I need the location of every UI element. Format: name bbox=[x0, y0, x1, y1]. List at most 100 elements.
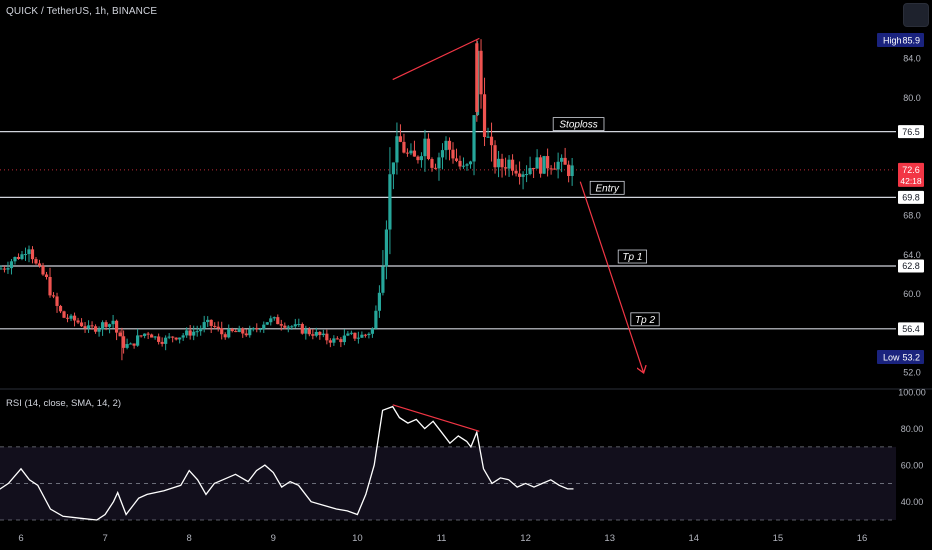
price-tick-label: 68.0 bbox=[903, 211, 921, 221]
level-price-tag bbox=[898, 190, 924, 204]
candle-body bbox=[458, 160, 462, 167]
level-label[interactable]: Tp 1 bbox=[622, 252, 642, 263]
high-low-label: Low bbox=[883, 352, 900, 362]
candle-body bbox=[122, 336, 126, 348]
candle-body bbox=[286, 326, 290, 328]
candle-body bbox=[321, 333, 325, 336]
rsi-tick-label: 40.00 bbox=[901, 497, 924, 507]
level-price-tag bbox=[898, 259, 924, 273]
candle-body bbox=[255, 328, 259, 330]
candle-body bbox=[62, 311, 66, 318]
candle-body bbox=[93, 326, 98, 332]
candle-body bbox=[118, 332, 122, 337]
candle-body bbox=[160, 341, 164, 344]
candle-body bbox=[178, 337, 182, 340]
rsi-title: RSI (14, close, SMA, 14, 2) bbox=[6, 398, 122, 409]
candle-body bbox=[272, 317, 276, 319]
candle-body bbox=[325, 333, 329, 341]
candle-body bbox=[251, 328, 255, 330]
candle-body bbox=[2, 268, 7, 270]
candle-body bbox=[549, 168, 553, 170]
time-axis: 6 7 8 9 10 11 12 13 14 15 16 bbox=[18, 533, 867, 544]
candle-body bbox=[560, 157, 564, 162]
candle-body bbox=[199, 328, 203, 332]
price-tick-label: 80.0 bbox=[903, 93, 921, 103]
candle-body bbox=[174, 337, 178, 340]
candle-body bbox=[76, 320, 80, 323]
candle-body bbox=[164, 337, 168, 344]
target-arrow[interactable] bbox=[579, 181, 643, 372]
candle-body bbox=[556, 161, 560, 170]
time-tick-label: 11 bbox=[437, 533, 447, 544]
level-price-tag-text: 76.5 bbox=[902, 127, 920, 137]
candle-body bbox=[72, 315, 77, 321]
candle-body bbox=[244, 333, 248, 336]
candle-body bbox=[16, 256, 21, 259]
level-price-tag bbox=[898, 322, 924, 336]
level-label[interactable]: Stoploss bbox=[559, 120, 597, 131]
candle-body bbox=[181, 335, 185, 338]
rsi-tick-label: 60.00 bbox=[901, 461, 924, 471]
candle-body bbox=[86, 325, 91, 329]
candle-body bbox=[206, 319, 210, 323]
candle-body bbox=[335, 338, 339, 340]
candle-body bbox=[423, 138, 427, 157]
candle-body bbox=[37, 263, 42, 266]
candle-body bbox=[125, 344, 129, 348]
candle-body bbox=[318, 331, 322, 336]
level-label[interactable]: Tp 2 bbox=[635, 315, 655, 326]
candle-body bbox=[538, 157, 543, 174]
candle-body bbox=[6, 268, 10, 270]
candle-body bbox=[265, 322, 269, 325]
rsi-tick-label: 100.00 bbox=[898, 388, 926, 398]
candle-body bbox=[531, 167, 536, 169]
candle-body bbox=[507, 159, 511, 169]
high-low-label: High bbox=[883, 35, 902, 45]
price-tick-label: 84.0 bbox=[903, 54, 921, 64]
high-low-value: 85.9 bbox=[902, 35, 920, 45]
main-pane: Stoploss Entry Tp 1 Tp 2 bbox=[0, 37, 932, 390]
candle-body bbox=[528, 167, 532, 175]
candle-body bbox=[314, 331, 318, 336]
candle-body bbox=[230, 328, 234, 332]
chart-settings-button[interactable] bbox=[903, 3, 929, 27]
level-price-tag-text: 56.4 bbox=[902, 324, 920, 334]
level-label-box bbox=[630, 312, 660, 327]
rsi-tick-label: 80.00 bbox=[901, 424, 924, 434]
rsi-line bbox=[0, 405, 574, 521]
candle-body bbox=[500, 158, 504, 168]
candle-body bbox=[227, 328, 231, 338]
last-price-value: 72.6 bbox=[902, 165, 920, 175]
candle-body bbox=[111, 320, 115, 325]
candle-body bbox=[395, 136, 399, 163]
candle-body bbox=[258, 328, 262, 330]
candle-body bbox=[514, 170, 518, 174]
rsi-divergence-trendline[interactable] bbox=[392, 404, 480, 432]
candle-countdown: 42:18 bbox=[900, 176, 922, 186]
price-axis: 84.0 80.0 68.0 64.0 60.0 52.0 76.5 69.8 62.8 56.4… bbox=[877, 33, 926, 507]
candle-body bbox=[195, 331, 199, 333]
candle-body bbox=[234, 331, 238, 333]
divergence-trendline[interactable] bbox=[392, 37, 480, 81]
candle-body bbox=[447, 140, 452, 150]
candle-body bbox=[517, 173, 522, 177]
candle-body bbox=[339, 339, 343, 343]
candle-body bbox=[496, 158, 501, 168]
candle-body bbox=[486, 136, 490, 138]
candle-body bbox=[468, 161, 473, 165]
candle-body bbox=[377, 292, 382, 311]
candle-body bbox=[48, 277, 52, 296]
candle-body bbox=[188, 330, 192, 336]
candle-body bbox=[524, 174, 529, 176]
level-label[interactable]: Entry bbox=[596, 183, 620, 194]
candle-body bbox=[542, 156, 546, 174]
level-price-tag-text: 62.8 bbox=[902, 261, 920, 271]
candle-body bbox=[51, 295, 56, 297]
candle-body bbox=[171, 336, 175, 338]
candle-body bbox=[58, 305, 63, 312]
candle-body bbox=[220, 328, 224, 335]
time-tick-label: 14 bbox=[689, 533, 700, 544]
high-low-tag bbox=[877, 33, 924, 47]
candle-body bbox=[83, 326, 87, 329]
